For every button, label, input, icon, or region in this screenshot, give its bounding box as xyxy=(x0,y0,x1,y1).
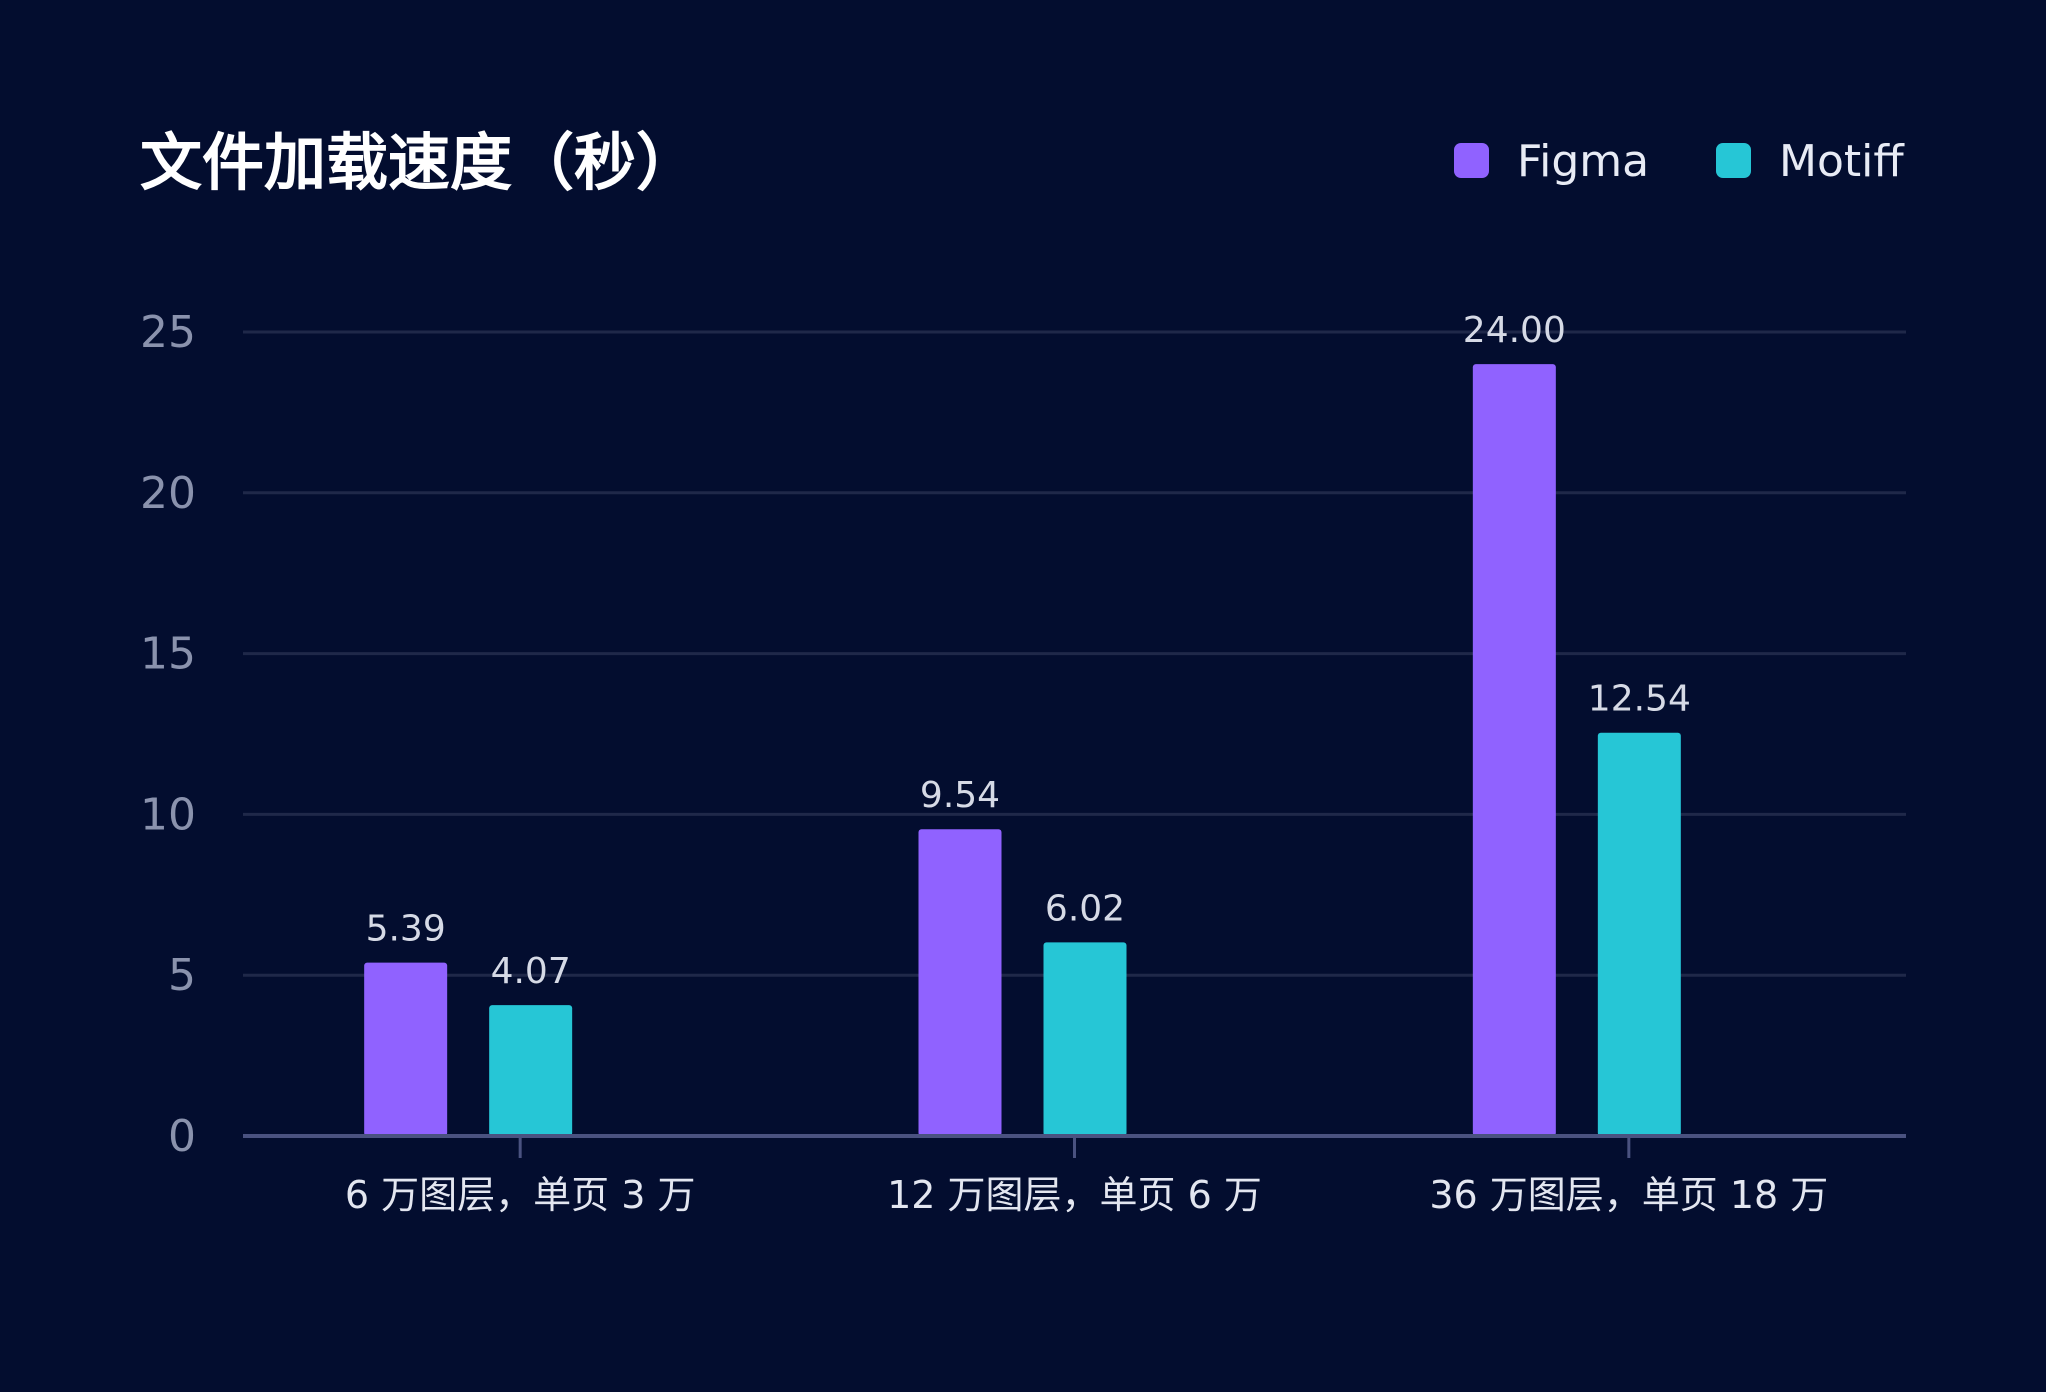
y-tick-label: 10 xyxy=(140,789,196,840)
bar-figma-1 xyxy=(918,829,1002,1136)
y-tick-label: 20 xyxy=(140,468,196,519)
bar-figma-2 xyxy=(1472,364,1556,1136)
legend-label-motiff: Motiff xyxy=(1779,136,1905,187)
y-tick-label: 15 xyxy=(140,629,196,680)
x-tick-label: 36 万图层，单页 18 万 xyxy=(1429,1173,1828,1217)
bars: 5.39 4.07 9.54 6.02 24.00 12.54 xyxy=(364,310,1691,1136)
data-label: 4.07 xyxy=(491,951,571,992)
y-tick-label: 25 xyxy=(140,307,196,358)
bar-motiff-0 xyxy=(489,1005,573,1136)
bar-motiff-1 xyxy=(1043,942,1127,1136)
x-tick-label: 12 万图层，单页 6 万 xyxy=(887,1173,1262,1217)
chart-title: 文件加载速度（秒） xyxy=(140,126,698,199)
y-tick-label: 5 xyxy=(168,950,196,1001)
bar-motiff-2 xyxy=(1597,732,1681,1136)
y-axis: 0 5 10 15 20 25 xyxy=(140,307,196,1162)
data-label: 6.02 xyxy=(1045,888,1125,929)
legend-swatch-figma xyxy=(1454,143,1489,178)
x-tick-label: 6 万图层，单页 3 万 xyxy=(345,1173,696,1217)
legend-swatch-motiff xyxy=(1716,143,1751,178)
legend-label-figma: Figma xyxy=(1517,136,1649,187)
x-axis: 6 万图层，单页 3 万 12 万图层，单页 6 万 36 万图层，单页 18 万 xyxy=(243,1134,1906,1217)
data-label: 5.39 xyxy=(366,909,446,950)
data-label: 9.54 xyxy=(920,775,1000,816)
y-tick-label: 0 xyxy=(168,1111,196,1162)
data-label: 24.00 xyxy=(1463,310,1566,351)
bar-figma-0 xyxy=(364,962,448,1136)
data-label: 12.54 xyxy=(1588,679,1691,720)
legend: Figma Motiff xyxy=(1454,136,1905,187)
